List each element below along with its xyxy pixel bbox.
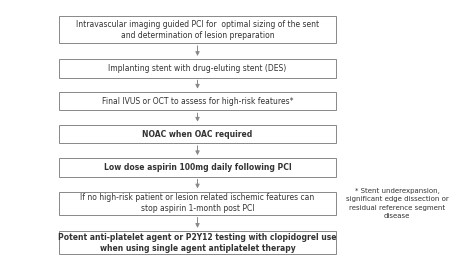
Text: * Stent underexpansion,
significant edge dissection or
residual reference segmen: * Stent underexpansion, significant edge… [346,188,448,219]
Text: If no high-risk patient or lesion related ischemic features can
stop aspirin 1-m: If no high-risk patient or lesion relate… [81,193,315,213]
FancyBboxPatch shape [59,92,336,110]
FancyBboxPatch shape [59,125,336,143]
Text: Intravascular imaging guided PCI for  optimal sizing of the sent
and determinati: Intravascular imaging guided PCI for opt… [76,20,319,40]
FancyBboxPatch shape [59,191,336,215]
FancyBboxPatch shape [59,59,336,78]
Text: NOAC when OAC required: NOAC when OAC required [142,130,253,139]
Text: Final IVUS or OCT to assess for high-risk features*: Final IVUS or OCT to assess for high-ris… [102,97,293,105]
Text: Potent anti-platelet agent or P2Y12 testing with clopidogrel use
when using sing: Potent anti-platelet agent or P2Y12 test… [58,233,337,253]
FancyBboxPatch shape [59,16,336,43]
Text: Low dose aspirin 100mg daily following PCI: Low dose aspirin 100mg daily following P… [104,163,292,172]
Text: Implanting stent with drug-eluting stent (DES): Implanting stent with drug-eluting stent… [109,64,287,73]
FancyBboxPatch shape [59,158,336,177]
FancyBboxPatch shape [59,231,336,254]
